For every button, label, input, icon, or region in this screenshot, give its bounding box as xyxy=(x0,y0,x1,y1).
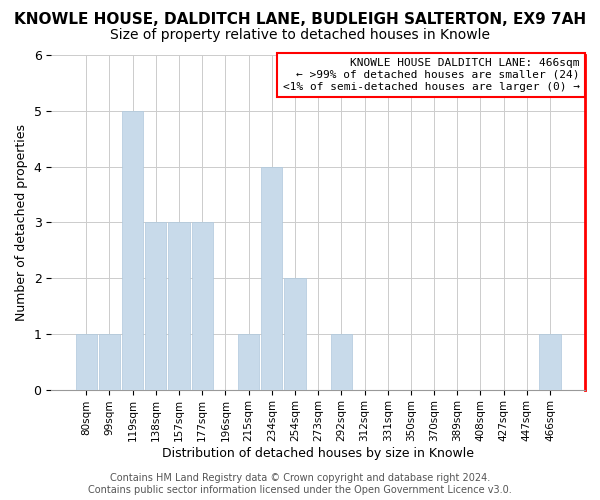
Bar xyxy=(76,334,97,390)
Text: Size of property relative to detached houses in Knowle: Size of property relative to detached ho… xyxy=(110,28,490,42)
Bar xyxy=(331,334,352,390)
Y-axis label: Number of detached properties: Number of detached properties xyxy=(15,124,28,321)
Bar xyxy=(169,222,190,390)
Bar xyxy=(238,334,259,390)
Text: Contains HM Land Registry data © Crown copyright and database right 2024.
Contai: Contains HM Land Registry data © Crown c… xyxy=(88,474,512,495)
Bar xyxy=(191,222,213,390)
Bar xyxy=(261,166,283,390)
Bar xyxy=(145,222,166,390)
Bar xyxy=(122,111,143,390)
Bar xyxy=(99,334,120,390)
Bar xyxy=(284,278,305,390)
X-axis label: Distribution of detached houses by size in Knowle: Distribution of detached houses by size … xyxy=(162,447,474,460)
Bar xyxy=(539,334,561,390)
Text: KNOWLE HOUSE, DALDITCH LANE, BUDLEIGH SALTERTON, EX9 7AH: KNOWLE HOUSE, DALDITCH LANE, BUDLEIGH SA… xyxy=(14,12,586,28)
Text: KNOWLE HOUSE DALDITCH LANE: 466sqm
← >99% of detached houses are smaller (24)
<1: KNOWLE HOUSE DALDITCH LANE: 466sqm ← >99… xyxy=(283,58,580,92)
